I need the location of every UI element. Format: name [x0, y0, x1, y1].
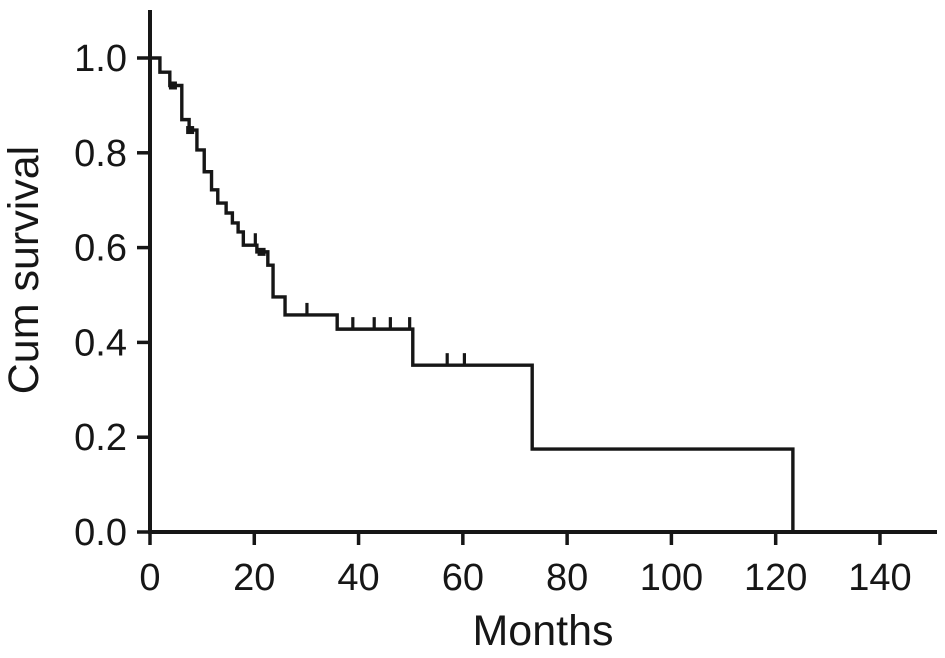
x-tick-label: 140	[848, 557, 911, 599]
y-tick-label: 0.8	[74, 133, 127, 175]
y-tick-label: 0.0	[74, 512, 127, 554]
x-tick-label: 0	[139, 557, 160, 599]
x-tick-label: 60	[442, 557, 484, 599]
y-axis-tick-labels: 0.0 0.2 0.4 0.6 0.8 1.0	[74, 38, 127, 554]
y-tick-label: 0.4	[74, 322, 127, 364]
censor-square-icon	[186, 126, 195, 135]
x-tick-label: 20	[233, 557, 275, 599]
x-axis-title: Months	[472, 607, 613, 655]
y-tick-label: 0.6	[74, 228, 127, 270]
y-axis-title: Cum survival	[0, 146, 48, 395]
x-axis-ticks	[148, 532, 882, 545]
y-tick-label: 0.2	[74, 417, 127, 459]
censor-square-icon	[168, 81, 177, 90]
survival-curve-path	[150, 56, 795, 532]
y-axis-ticks	[137, 56, 150, 534]
x-tick-label: 40	[337, 557, 379, 599]
censor-marks	[168, 81, 467, 365]
censor-square-icon	[257, 247, 266, 256]
x-tick-label: 100	[640, 557, 703, 599]
x-tick-label: 120	[744, 557, 807, 599]
x-tick-label: 80	[546, 557, 588, 599]
axes	[148, 10, 937, 534]
y-tick-label: 1.0	[74, 38, 127, 80]
x-axis-tick-labels: 0 20 40 60 80 100 120 140	[139, 557, 911, 599]
survival-step-curve	[150, 56, 795, 532]
